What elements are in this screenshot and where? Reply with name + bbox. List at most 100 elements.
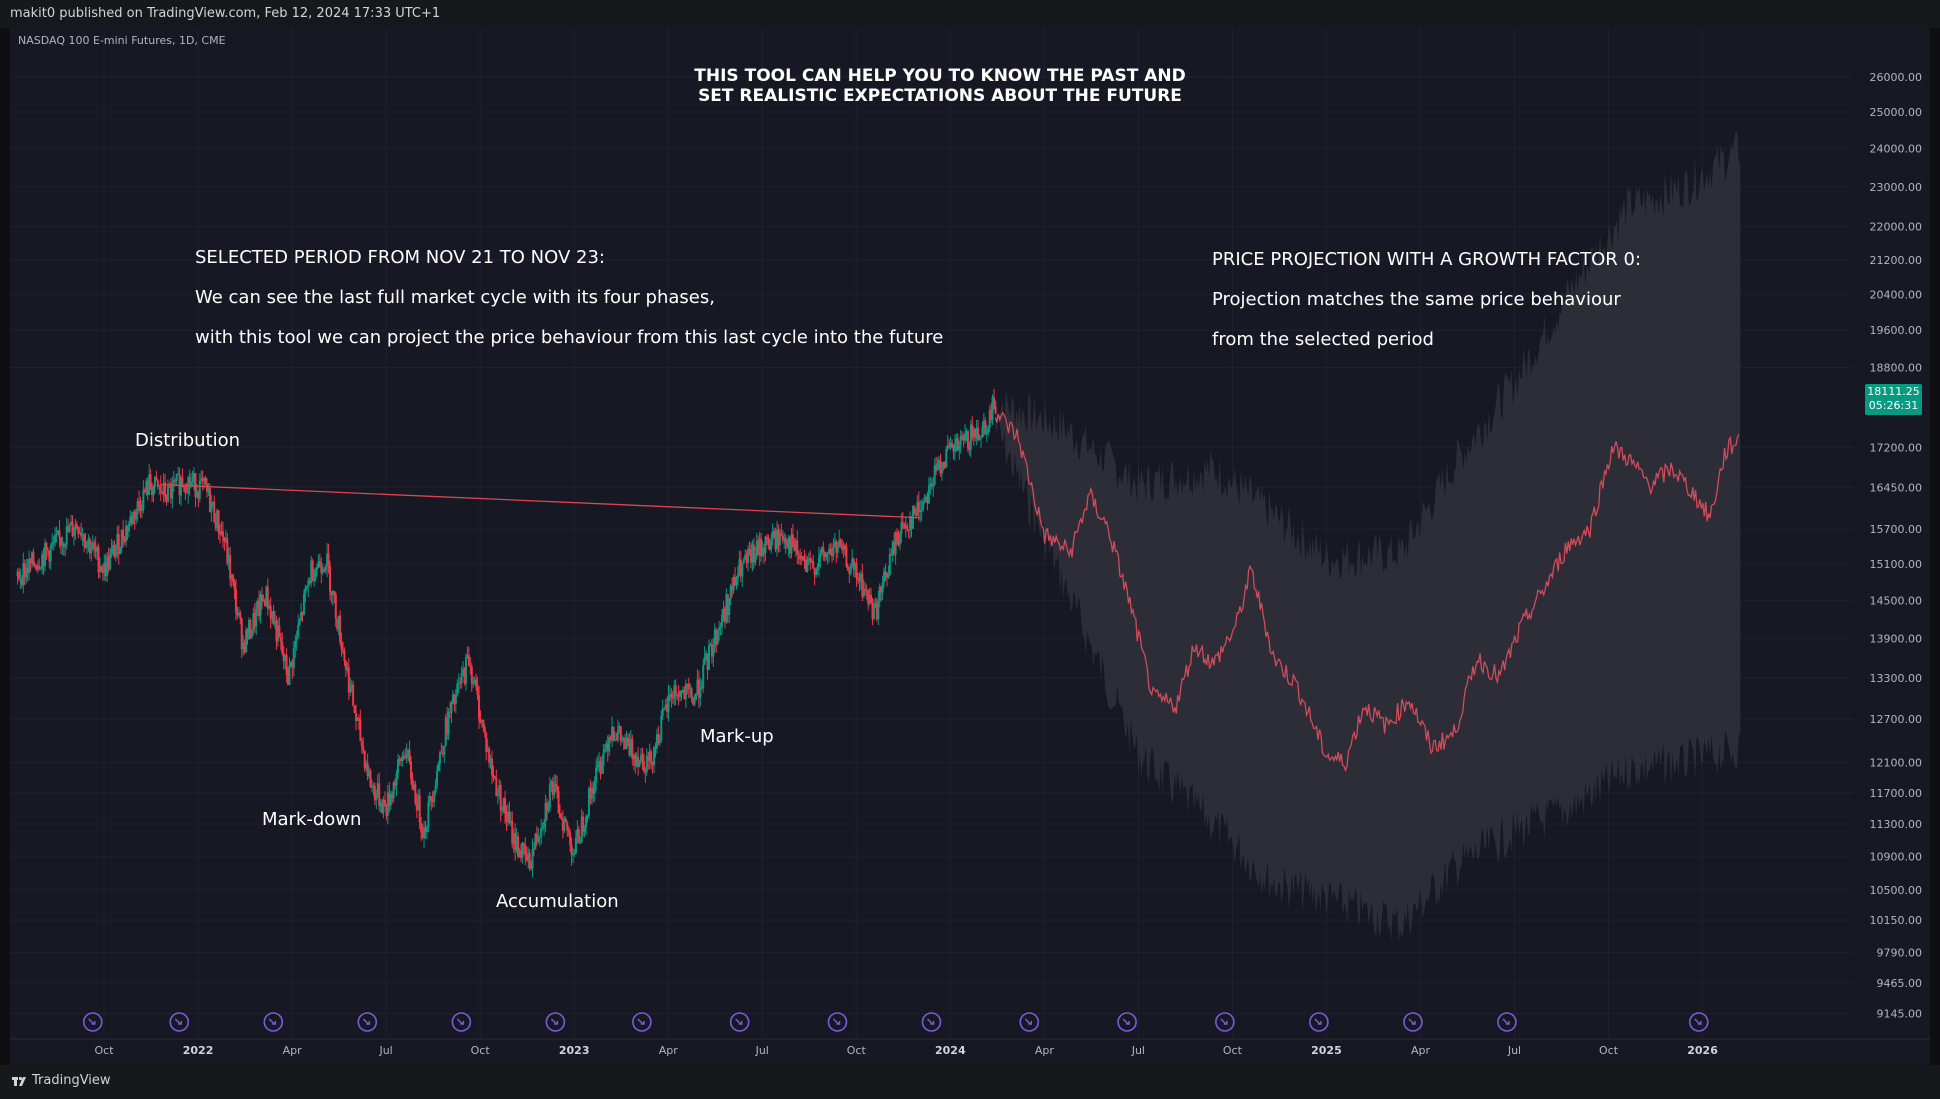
- price-chart[interactable]: 26000.00 25000.00 24000.00 23000.00 22000.00…: [10, 28, 1930, 1065]
- event-marker-icon[interactable]: [169, 1012, 190, 1032]
- candle-body: [728, 599, 731, 616]
- candle-body: [133, 511, 136, 520]
- candle-body: [634, 754, 637, 766]
- candle-body: [940, 469, 943, 474]
- event-marker-icon[interactable]: [82, 1012, 103, 1032]
- candle-body: [719, 626, 722, 628]
- candle-body: [896, 532, 899, 541]
- candle-body: [767, 537, 770, 546]
- event-marker-icon[interactable]: [632, 1012, 652, 1032]
- event-marker-icon[interactable]: [1688, 1012, 1709, 1032]
- event-marker-icon[interactable]: [729, 1012, 750, 1032]
- candle-body: [648, 751, 651, 762]
- candle-body: [185, 492, 188, 494]
- candle-body: [117, 534, 120, 555]
- candle-body: [401, 755, 404, 762]
- candle-body: [965, 431, 968, 434]
- candle-body: [849, 564, 852, 574]
- event-marker-icon[interactable]: [1117, 1012, 1137, 1032]
- candle-body: [706, 653, 709, 670]
- candle-body: [438, 752, 441, 764]
- candle-body: [789, 537, 792, 554]
- candle-body: [114, 548, 117, 557]
- candle-body: [266, 586, 269, 609]
- chart-area[interactable]: 26000.00 25000.00 24000.00 23000.00 22000.00…: [10, 28, 1930, 1065]
- candle-body: [234, 589, 237, 613]
- price-tick-label: 10500.00: [1870, 884, 1923, 897]
- candle-body: [311, 560, 314, 582]
- candle-body: [874, 602, 877, 607]
- candle-body: [317, 561, 320, 568]
- event-marker-icon[interactable]: [545, 1012, 566, 1032]
- last-price-label: 18111.25 05:26:31: [1865, 384, 1922, 415]
- event-marker-icon[interactable]: [1215, 1012, 1235, 1032]
- candle-body: [151, 487, 154, 496]
- candle-body: [816, 567, 819, 570]
- candle-body: [310, 560, 313, 584]
- candle-body: [239, 612, 242, 619]
- candle-body: [242, 642, 245, 650]
- candle-body: [629, 739, 632, 756]
- trendline[interactable]: [160, 483, 921, 519]
- candle-body: [125, 525, 128, 542]
- candle-body: [275, 620, 278, 642]
- time-axis[interactable]: Oct 2022 Apr Jul Oct 2023 Apr Jul Oct 2024 Apr Jul O…: [10, 1038, 1930, 1057]
- candle-body: [404, 757, 407, 759]
- candle-body: [437, 763, 440, 771]
- time-tick-label: 2025: [1311, 1044, 1342, 1057]
- time-tick-label: Apr: [283, 1044, 303, 1057]
- candle-body: [992, 397, 995, 407]
- candle-body: [699, 687, 702, 698]
- event-marker-icon[interactable]: [357, 1012, 378, 1032]
- candle-body: [136, 501, 139, 511]
- candle-body: [710, 644, 713, 657]
- event-marker-icon[interactable]: [921, 1012, 942, 1032]
- candle-body: [833, 541, 836, 548]
- candle-body: [81, 534, 84, 537]
- candle-body: [900, 522, 903, 535]
- candle-body: [984, 420, 987, 435]
- candle-body: [385, 805, 388, 816]
- candle-body: [586, 815, 589, 817]
- event-marker-icon[interactable]: [1497, 1012, 1517, 1032]
- candle-body: [945, 448, 948, 468]
- candle-body: [35, 565, 38, 570]
- headline: THIS TOOL CAN HELP YOU TO KNOW THE PAST …: [670, 66, 1210, 106]
- candle-body: [927, 485, 930, 504]
- time-tick-label: Oct: [1599, 1044, 1619, 1057]
- candle-body: [77, 527, 80, 535]
- candle-body: [315, 567, 318, 570]
- candle-body: [195, 492, 198, 497]
- price-tick-label: 9790.00: [1877, 947, 1923, 960]
- candle-body: [39, 568, 42, 570]
- candle-body: [405, 753, 408, 759]
- candle-body: [52, 542, 55, 544]
- candle-body: [783, 537, 786, 541]
- left-note-line-1: We can see the last full market cycle wi…: [195, 287, 715, 308]
- price-tick-label: 16450.00: [1870, 481, 1923, 494]
- candle-body: [981, 426, 984, 438]
- candle-body: [721, 614, 724, 627]
- event-marker-icon[interactable]: [1403, 1012, 1423, 1032]
- event-marker-icon[interactable]: [1019, 1012, 1040, 1032]
- price-axis[interactable]: 26000.00 25000.00 24000.00 23000.00 22000.00…: [1856, 28, 1930, 1065]
- event-marker-icon[interactable]: [451, 1012, 472, 1032]
- candle-body: [226, 538, 229, 564]
- candle-body: [576, 829, 579, 838]
- candle-body: [955, 438, 958, 444]
- event-arrow: [174, 1018, 183, 1025]
- event-markers[interactable]: [82, 1012, 1709, 1032]
- candle-body: [449, 711, 452, 713]
- candle-body: [255, 608, 258, 627]
- candle-body: [786, 543, 789, 548]
- event-marker-icon[interactable]: [263, 1012, 284, 1032]
- candle-body: [292, 647, 295, 669]
- candle-body: [240, 618, 243, 650]
- candle-body: [22, 563, 25, 586]
- event-marker-icon[interactable]: [827, 1012, 848, 1032]
- candle-body: [929, 483, 932, 486]
- price-tick-label: 17200.00: [1870, 441, 1923, 454]
- event-marker-icon[interactable]: [1309, 1012, 1329, 1032]
- candle-body: [760, 538, 763, 557]
- candle-body: [460, 673, 463, 683]
